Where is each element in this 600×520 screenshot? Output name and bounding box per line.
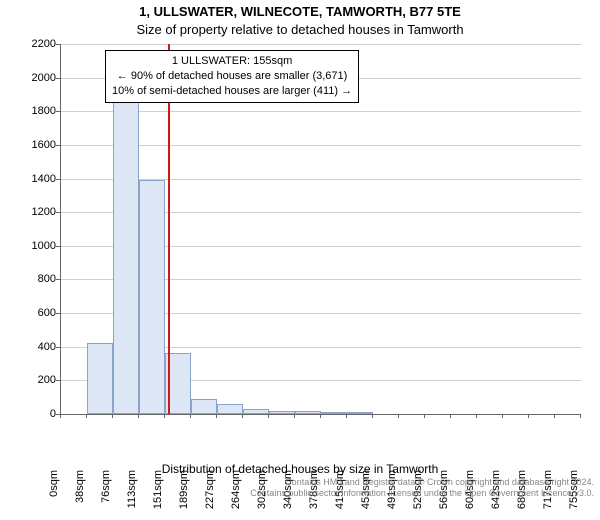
histogram-bar <box>113 98 139 414</box>
x-tick-label: 76sqm <box>100 470 112 520</box>
histogram-bar <box>269 411 295 414</box>
y-tick-label: 1400 <box>18 173 56 185</box>
y-tick-label: 800 <box>18 273 56 285</box>
histogram-bar <box>243 409 269 414</box>
y-tick-label: 1200 <box>18 206 56 218</box>
x-tick-label: 38sqm <box>74 470 86 520</box>
x-axis-label: Distribution of detached houses by size … <box>0 462 600 476</box>
y-tick-label: 1000 <box>18 240 56 252</box>
x-tick-mark <box>138 414 139 418</box>
x-tick-mark <box>580 414 581 418</box>
x-tick-mark <box>502 414 503 418</box>
x-tick-mark <box>372 414 373 418</box>
x-tick-mark <box>60 414 61 418</box>
y-tick-label: 1800 <box>18 105 56 117</box>
gridline <box>61 44 581 45</box>
annotation-box: 1 ULLSWATER: 155sqm← 90% of detached hou… <box>105 50 359 103</box>
title-line2: Size of property relative to detached ho… <box>0 22 600 37</box>
x-tick-mark <box>242 414 243 418</box>
y-tick-label: 200 <box>18 374 56 386</box>
histogram-bar <box>87 343 113 414</box>
x-tick-mark <box>476 414 477 418</box>
title-line1: 1, ULLSWATER, WILNECOTE, TAMWORTH, B77 5… <box>0 4 600 19</box>
x-tick-mark <box>190 414 191 418</box>
x-tick-mark <box>86 414 87 418</box>
histogram-bar <box>191 399 217 414</box>
x-tick-label: 113sqm <box>126 470 138 520</box>
x-tick-label: 0sqm <box>48 470 60 520</box>
x-tick-mark <box>528 414 529 418</box>
x-tick-mark <box>450 414 451 418</box>
x-tick-mark <box>164 414 165 418</box>
annotation-line1: 1 ULLSWATER: 155sqm <box>112 54 352 69</box>
y-tick-mark <box>56 111 60 112</box>
x-tick-mark <box>216 414 217 418</box>
y-tick-mark <box>56 179 60 180</box>
annotation-line2: ← 90% of detached houses are smaller (3,… <box>112 69 352 84</box>
y-tick-mark <box>56 279 60 280</box>
x-tick-mark <box>398 414 399 418</box>
y-tick-mark <box>56 347 60 348</box>
x-tick-mark <box>112 414 113 418</box>
footer-attribution: Contains HM Land Registry data © Crown c… <box>250 477 594 498</box>
histogram-bar <box>139 180 165 414</box>
x-tick-label: 151sqm <box>152 470 164 520</box>
histogram-bar <box>347 412 373 414</box>
y-tick-mark <box>56 380 60 381</box>
x-tick-label: 189sqm <box>178 470 190 520</box>
y-tick-mark <box>56 78 60 79</box>
gridline <box>61 111 581 112</box>
x-tick-mark <box>554 414 555 418</box>
x-tick-mark <box>294 414 295 418</box>
histogram-bar <box>217 404 243 414</box>
y-tick-mark <box>56 212 60 213</box>
y-tick-label: 0 <box>18 408 56 420</box>
footer-line2: Contains public sector information licen… <box>250 488 594 498</box>
x-tick-label: 227sqm <box>204 470 216 520</box>
x-tick-mark <box>268 414 269 418</box>
x-tick-mark <box>346 414 347 418</box>
annotation-line3: 10% of semi-detached houses are larger (… <box>112 84 352 99</box>
y-tick-label: 400 <box>18 341 56 353</box>
y-tick-mark <box>56 44 60 45</box>
y-tick-label: 600 <box>18 307 56 319</box>
y-tick-mark <box>56 313 60 314</box>
y-tick-label: 1600 <box>18 139 56 151</box>
footer-line1: Contains HM Land Registry data © Crown c… <box>250 477 594 487</box>
y-tick-label: 2200 <box>18 38 56 50</box>
y-tick-mark <box>56 145 60 146</box>
y-tick-label: 2000 <box>18 72 56 84</box>
x-tick-label: 264sqm <box>230 470 242 520</box>
y-tick-mark <box>56 246 60 247</box>
x-tick-mark <box>424 414 425 418</box>
gridline <box>61 145 581 146</box>
histogram-bar <box>295 411 321 414</box>
x-tick-mark <box>320 414 321 418</box>
histogram-bar <box>321 412 347 414</box>
